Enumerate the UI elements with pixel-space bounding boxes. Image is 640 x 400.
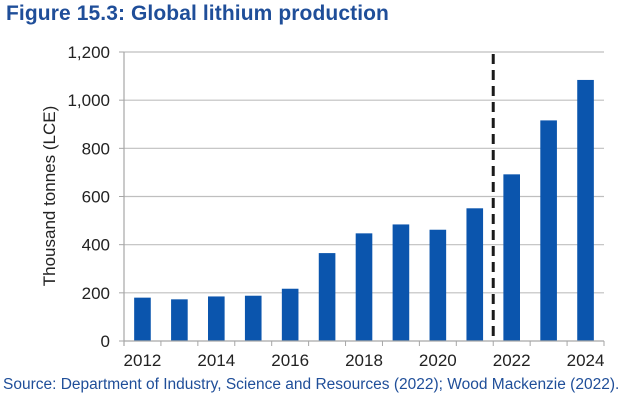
x-tick-label: 2016 bbox=[271, 351, 309, 370]
bar-2023 bbox=[540, 120, 557, 341]
x-tick-label: 2024 bbox=[567, 351, 605, 370]
source-note: Source: Department of Industry, Science … bbox=[3, 376, 620, 393]
x-tick-labels: 2012 2014 2016 2018 2020 2022 2024 bbox=[124, 351, 605, 370]
y-tick-label: 800 bbox=[82, 139, 110, 158]
chart-title: Figure 15.3: Global lithium production bbox=[6, 2, 389, 25]
bars bbox=[134, 79, 594, 341]
x-tick-label: 2022 bbox=[493, 351, 531, 370]
x-tick-label: 2012 bbox=[124, 351, 162, 370]
bar-2020 bbox=[429, 229, 447, 341]
y-tick-label: 0 bbox=[101, 332, 110, 351]
bar-2016 bbox=[281, 288, 299, 341]
x-tick-label: 2020 bbox=[419, 351, 457, 370]
bar-2012 bbox=[134, 297, 151, 341]
bar-2015 bbox=[244, 295, 262, 341]
y-tick-label: 1,200 bbox=[67, 43, 110, 62]
y-tick-label: 1,000 bbox=[67, 91, 110, 110]
y-tick-label: 600 bbox=[82, 188, 110, 207]
axes bbox=[119, 51, 605, 346]
bar-2019 bbox=[392, 224, 410, 341]
y-tick-labels: 0 200 400 600 800 1,000 1,200 bbox=[67, 43, 110, 351]
bar-2018 bbox=[355, 233, 373, 341]
y-tick-label: 400 bbox=[82, 236, 110, 255]
y-tick-label: 200 bbox=[82, 284, 110, 303]
bar-2021 bbox=[466, 208, 484, 341]
y-axis-title: Thousand tonnes (LCE) bbox=[40, 106, 59, 287]
bar-2022 bbox=[503, 174, 520, 341]
x-tick-label: 2018 bbox=[345, 351, 383, 370]
bar-2013 bbox=[171, 299, 188, 341]
bar-2017 bbox=[318, 253, 336, 341]
bar-2014 bbox=[208, 296, 225, 341]
bar-2024 bbox=[577, 79, 594, 341]
x-tick-label: 2014 bbox=[197, 351, 235, 370]
